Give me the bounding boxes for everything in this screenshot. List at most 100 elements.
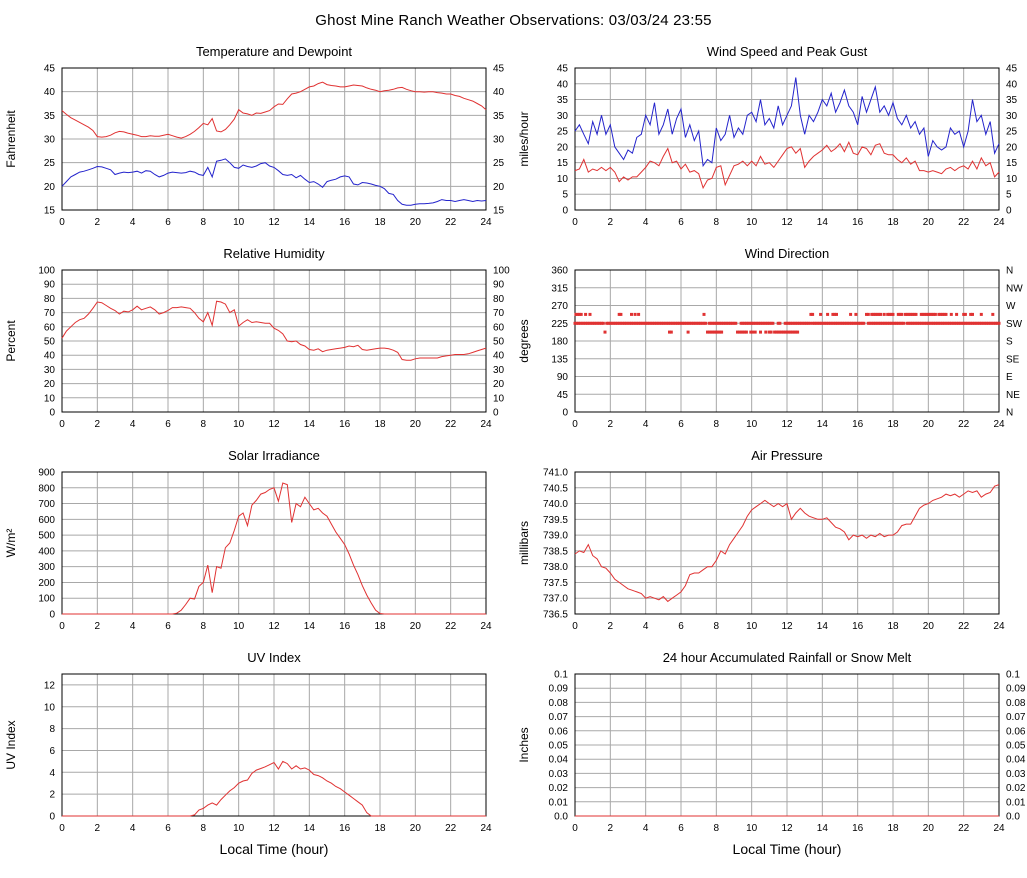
y-tick-label-right: W	[1006, 301, 1016, 312]
x-tick-label: 16	[852, 419, 864, 430]
x-tick-label: 12	[268, 823, 280, 834]
y-tick-label: 40	[44, 87, 56, 98]
y-tick-label-right: 70	[493, 308, 505, 319]
y-tick-label: 0	[49, 812, 55, 823]
x-tick-label: 22	[958, 823, 970, 834]
x-tick-label: 8	[201, 217, 207, 228]
y-tick-label: 739.5	[543, 515, 568, 526]
x-tick-label: 0	[572, 419, 578, 430]
x-tick-label: 10	[746, 621, 758, 632]
x-tick-label: 22	[958, 419, 970, 430]
chart-title: Temperature and Dewpoint	[196, 44, 352, 59]
y-tick-label: 0.09	[549, 684, 569, 695]
x-tick-label: 14	[304, 823, 316, 834]
y-tick-label-right: E	[1006, 372, 1013, 383]
x-tick-label: 0	[572, 621, 578, 632]
x-tick-label: 20	[410, 823, 422, 834]
y-tick-label-right: 35	[493, 111, 505, 122]
y-tick-label: 736.5	[543, 610, 568, 621]
x-tick-label: 16	[339, 621, 351, 632]
x-tick-label: 0	[572, 823, 578, 834]
x-tick-label: 18	[374, 217, 386, 228]
x-tick-label: 10	[746, 217, 758, 228]
humidity-line	[61, 300, 487, 361]
x-tick-label: 22	[958, 621, 970, 632]
chart-title: Air Pressure	[751, 448, 823, 463]
x-tick-label: 12	[268, 419, 280, 430]
x-tick-label: 2	[608, 419, 614, 430]
y-tick-label: 30	[44, 365, 56, 376]
x-tick-label: 10	[746, 823, 758, 834]
y-tick-label-right: 40	[1006, 79, 1018, 90]
plot-border	[574, 269, 1000, 413]
y-tick-label: 135	[551, 354, 568, 365]
y-tick-label: 0	[562, 408, 568, 419]
x-tick-label: 24	[993, 419, 1005, 430]
x-tick-label: 2	[95, 419, 101, 430]
y-tick-label-right: 0.01	[1006, 797, 1026, 808]
y-tick-label-right: 0.04	[1006, 755, 1026, 766]
y-tick-label: 90	[557, 372, 569, 383]
chart-title: Solar Irradiance	[228, 448, 320, 463]
x-tick-label: 12	[781, 419, 793, 430]
y-tick-label: 50	[44, 337, 56, 348]
y-tick-label-right: 0.06	[1006, 726, 1026, 737]
x-tick-label: 4	[130, 621, 136, 632]
x-tick-label: 24	[480, 419, 492, 430]
y-tick-label: 400	[38, 546, 55, 557]
y-tick-label-right: S	[1006, 337, 1013, 348]
dewpoint-line	[61, 158, 487, 206]
y-tick-label: 0.05	[549, 741, 569, 752]
x-tick-label: 14	[304, 217, 316, 228]
solar-irradiance-line	[62, 482, 486, 615]
uv-index-line	[62, 760, 486, 817]
y-tick-label: 0.1	[554, 670, 568, 681]
y-tick-label-right: 10	[493, 393, 505, 404]
x-tick-label: 2	[95, 823, 101, 834]
x-tick-label: 24	[993, 823, 1005, 834]
x-tick-label: 4	[643, 621, 649, 632]
y-tick-label-right: 15	[493, 206, 505, 217]
y-tick-label: 8	[49, 724, 55, 735]
y-tick-label: 737.5	[543, 578, 568, 589]
x-tick-label: 6	[165, 823, 171, 834]
x-tick-label: 0	[59, 621, 65, 632]
y-tick-label: 600	[38, 515, 55, 526]
x-tick-label: 24	[993, 217, 1005, 228]
x-tick-label: 18	[374, 823, 386, 834]
y-tick-label: 20	[44, 379, 56, 390]
chart-rainfall: 0.0 0.0 0.01 0.01 0.02 0.02 0.03 0.03 0.04 0.04 0.…	[517, 650, 1026, 857]
x-tick-label: 16	[852, 217, 864, 228]
x-tick-label: 14	[817, 823, 829, 834]
x-tick-label: 8	[714, 217, 720, 228]
y-tick-label-right: N	[1006, 266, 1013, 277]
y-tick-label-right: 0.02	[1006, 783, 1026, 794]
x-tick-label: 8	[714, 419, 720, 430]
y-tick-label: 315	[551, 283, 568, 294]
y-tick-label: 10	[557, 174, 569, 185]
x-tick-label: 16	[339, 823, 351, 834]
y-tick-label: 0.0	[554, 812, 568, 823]
x-tick-label: 2	[95, 217, 101, 228]
y-tick-label-right: 0.0	[1006, 812, 1020, 823]
y-tick-label-right: 25	[1006, 127, 1018, 138]
y-tick-label: 738.0	[543, 562, 568, 573]
y-tick-label: 45	[557, 64, 569, 75]
x-tick-label: 2	[608, 217, 614, 228]
y-tick-label-right: 0.05	[1006, 741, 1026, 752]
y-tick-label: 100	[38, 594, 55, 605]
plot-border	[61, 269, 487, 413]
chart-title: UV Index	[247, 650, 301, 665]
peak-gust-line	[574, 77, 1000, 168]
y-tick-label-right: 60	[493, 322, 505, 333]
y-tick-label: 60	[44, 322, 56, 333]
y-tick-label: 0.01	[549, 797, 569, 808]
x-tick-label: 4	[643, 419, 649, 430]
y-tick-label-right: NE	[1006, 390, 1020, 401]
y-tick-label-right: 25	[493, 158, 505, 169]
y-tick-label-right: SE	[1006, 354, 1020, 365]
x-tick-label: 6	[678, 621, 684, 632]
